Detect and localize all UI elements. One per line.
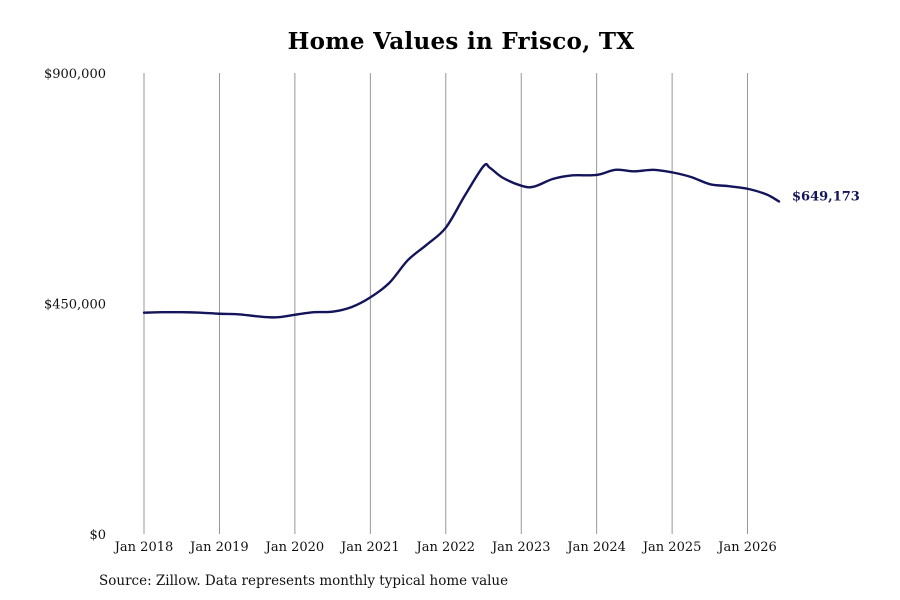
x-tick-label: Jan 2019 (188, 540, 249, 555)
chart-title: Home Values in Frisco, TX (287, 28, 635, 55)
y-tick-label: $0 (89, 528, 106, 543)
x-tick-label: Jan 2020 (264, 540, 325, 555)
x-tick-label: Jan 2026 (716, 540, 777, 555)
series-layer (142, 162, 781, 319)
x-tick-label: Jan 2022 (415, 540, 476, 555)
x-axis-tick-labels: Jan 2018 Jan 2019 Jan 2020 Jan 2021 Jan 2022… (113, 540, 777, 555)
y-axis-tick-labels: $0 $450,000 $900,000 (44, 67, 106, 543)
x-tick-label: Jan 2024 (565, 540, 626, 555)
y-tick-label: $450,000 (44, 298, 106, 313)
x-tick-label: Jan 2023 (490, 540, 551, 555)
end-value-label: $649,173 (792, 189, 860, 204)
y-tick-label: $900,000 (44, 67, 106, 82)
x-tick-label: Jan 2021 (339, 540, 400, 555)
series-line (142, 162, 781, 319)
x-tick-label: Jan 2018 (113, 540, 174, 555)
gridlines (143, 73, 749, 534)
x-tick-label: Jan 2025 (641, 540, 702, 555)
source-note: Source: Zillow. Data represents monthly … (99, 573, 509, 589)
data-labels: $649,173 (792, 189, 860, 204)
